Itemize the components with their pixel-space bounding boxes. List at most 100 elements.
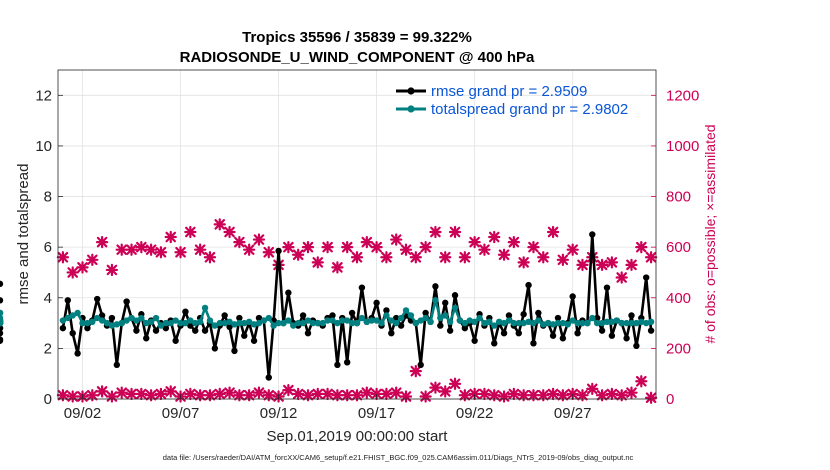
totalspread-point: [285, 317, 292, 324]
rmse-point: [64, 297, 72, 304]
totalspread-point: [442, 312, 449, 319]
totalspread-point: [89, 318, 96, 326]
totalspread-point: [544, 319, 552, 327]
totalspread-point: [133, 317, 140, 324]
obs-count-point: [252, 386, 266, 399]
totalspread-point: [412, 319, 420, 327]
obs-count-point: [194, 243, 207, 256]
totalspread-point: [334, 319, 341, 327]
x-tick-label: 09/17: [358, 405, 396, 422]
totalspread-point: [618, 319, 625, 327]
totalspread-point: [211, 322, 219, 329]
totalspread-point: [167, 319, 174, 327]
obs-count-point: [203, 251, 217, 264]
obs-count-point: [56, 389, 70, 402]
totalspread-point: [147, 318, 155, 326]
totalspread-point: [530, 319, 537, 327]
obs-count-point: [458, 389, 471, 402]
totalspread-point: [383, 312, 390, 319]
y-right-tick-label: 1000: [666, 138, 699, 155]
totalspread-point: [593, 319, 601, 327]
obs-count-point: [243, 389, 256, 402]
obs-count-point: [556, 389, 570, 402]
totalspread-point: [491, 322, 498, 329]
obs-count-point: [429, 225, 442, 239]
obs-count-point: [546, 387, 560, 401]
rmse-point: [633, 342, 640, 350]
x-tick-label: 09/02: [64, 405, 102, 422]
obs-count-point: [164, 230, 177, 244]
totalspread-point: [221, 319, 228, 327]
rmse-point: [285, 289, 292, 296]
rmse-point: [98, 312, 106, 319]
rmse-point: [0, 324, 4, 332]
obs-count-point: [105, 390, 119, 403]
obs-count-point: [635, 241, 648, 254]
rmse-point: [520, 311, 527, 318]
obs-count-point: [390, 386, 403, 399]
totalspread-point: [123, 317, 130, 324]
totalspread-point: [84, 319, 91, 327]
totalspread-point: [319, 319, 326, 327]
rmse-point: [299, 312, 307, 319]
totalspread-point: [476, 314, 483, 322]
totalspread-point: [245, 318, 253, 326]
obs-count-point: [605, 256, 619, 269]
totalspread-point: [603, 318, 611, 326]
totalspread-point: [270, 322, 277, 329]
obs-count-point: [380, 387, 393, 401]
rmse-point: [304, 330, 312, 337]
obs-count-point: [154, 246, 168, 259]
obs-count-point: [429, 381, 442, 394]
obs-count-point: [556, 253, 570, 266]
totalspread-point: [613, 317, 620, 324]
rmse-point: [74, 350, 81, 357]
rmse-point: [250, 337, 258, 344]
rmse-point: [133, 327, 140, 334]
totalspread-point: [79, 319, 86, 327]
rmse-point: [608, 332, 616, 339]
obs-count-point: [635, 375, 648, 388]
totalspread-point: [138, 314, 145, 322]
y-right-tick-label: 800: [666, 189, 691, 206]
totalspread-point: [584, 319, 591, 327]
obs-count-point: [458, 251, 471, 264]
totalspread-point: [343, 317, 351, 324]
obs-count-point: [66, 390, 79, 403]
totalspread-point: [515, 319, 522, 327]
obs-count-point: [213, 218, 226, 231]
totalspread-point: [339, 317, 346, 324]
obs-count-point: [478, 243, 491, 256]
obs-count-point: [301, 389, 315, 402]
obs-count-point: [439, 385, 452, 398]
obs-count-point: [115, 386, 128, 399]
chart-title-line2: RADIOSONDE_U_WIND_COMPONENT @ 400 hPa: [180, 49, 535, 66]
rmse-point: [236, 314, 243, 322]
data-file-footer: data file: /Users/raeder/DAI/ATM_forcXX/…: [163, 453, 634, 462]
obs-count-point: [488, 230, 501, 244]
obs-count-point: [243, 243, 256, 256]
obs-count-point: [144, 243, 158, 256]
obs-count-point: [223, 225, 236, 239]
totalspread-point: [329, 317, 336, 324]
rmse-point: [628, 312, 635, 319]
rmse-point: [432, 283, 439, 290]
rmse-point: [59, 324, 67, 332]
obs-count-point: [399, 390, 413, 403]
plot-area: [58, 70, 656, 399]
totalspread-point: [162, 319, 170, 327]
axes-frame: [57, 69, 657, 400]
series-totalspread: [0, 297, 655, 329]
obs-count-point: [419, 390, 432, 403]
rmse-point: [152, 327, 160, 334]
totalspread-point: [108, 322, 116, 329]
rmse-point: [589, 231, 596, 238]
rmse-point: [108, 314, 116, 322]
totalspread-point: [579, 319, 586, 327]
rmse-point: [471, 337, 478, 344]
totalspread-point: [255, 319, 263, 327]
totalspread-point: [598, 319, 606, 327]
totalspread-point: [98, 317, 106, 324]
rmse-point: [211, 345, 219, 352]
rmse-point: [275, 247, 282, 255]
